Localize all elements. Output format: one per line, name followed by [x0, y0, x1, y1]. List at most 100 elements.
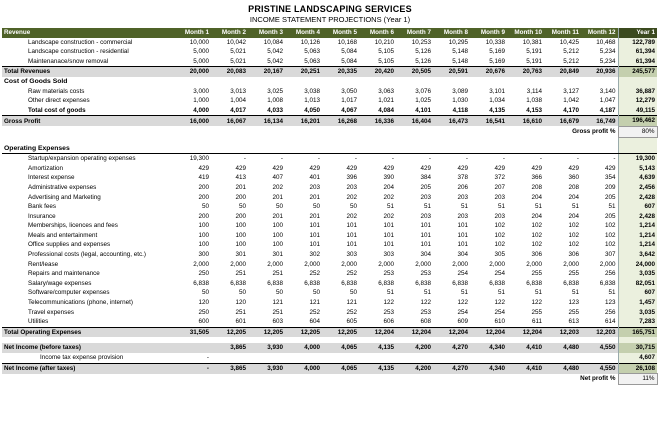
month-value: 120: [198, 299, 209, 307]
row-label: Salary/wage expenses: [28, 279, 92, 287]
row-label: Memberships, licences and fees: [28, 222, 118, 230]
month-value: 303: [383, 251, 394, 259]
table-row: Net Income (before taxes) 3,865 3,930 4,000…: [2, 343, 657, 353]
month-value: [544, 143, 581, 155]
month-value: 122: [531, 299, 542, 307]
month-value: 3,013: [230, 87, 246, 95]
month-value: 5,169: [489, 57, 505, 65]
month-value: [544, 353, 581, 363]
table-row: Gross Profit 16,000 16,067 16,134 16,201 16,2…: [2, 115, 657, 127]
year-total: 122,789: [617, 37, 657, 48]
month-value: 429: [420, 164, 431, 172]
row-label: Cost of Goods Sold: [4, 77, 68, 85]
month-value: 2,000: [526, 260, 542, 268]
month-value: 204: [531, 212, 542, 220]
row-label: Income tax expense provision: [40, 354, 124, 361]
spacer-cell: [2, 126, 544, 137]
row-label: Insurance: [28, 212, 56, 220]
row-label: Net Income (after taxes): [2, 362, 174, 374]
month-value: -: [354, 155, 357, 163]
month-value: 429: [457, 164, 468, 172]
month-value: 1,042: [563, 97, 579, 105]
month-value: [433, 143, 470, 155]
month-value: 207: [494, 183, 505, 191]
month-value: 100: [272, 241, 283, 249]
month-value: 4,200: [396, 362, 433, 374]
table-row: Maintenanace/snow removal 5,000 5,021 5,042…: [2, 56, 657, 67]
month-value: 3,114: [526, 87, 542, 95]
month-value: 253: [420, 270, 431, 278]
month-value: 306: [568, 251, 579, 259]
month-value: 254: [457, 308, 468, 316]
year-total: 61,394: [617, 47, 657, 57]
table-row: Memberships, licences and fees 100 100 100 1…: [2, 221, 657, 231]
year-total: [617, 137, 657, 144]
month-value: 51: [460, 203, 468, 211]
table-row: Landscape construction - residential 5,00…: [2, 47, 657, 57]
month-value: 101: [420, 222, 431, 230]
month-value: 250: [198, 270, 209, 278]
month-value: 1,021: [378, 97, 394, 105]
month-value: 4,270: [433, 343, 470, 353]
month-value: 20,763: [507, 66, 544, 77]
month-value: 4,410: [507, 343, 544, 353]
month-value: 101: [383, 222, 394, 230]
month-value: [581, 77, 618, 87]
year-total: 4,639: [617, 173, 657, 183]
month-value: 5,042: [267, 57, 283, 65]
table-row: Administrative expenses 200 201 202 203 203 20…: [2, 182, 657, 193]
month-value: [359, 77, 396, 87]
month-value: 3,050: [341, 87, 357, 95]
row-label: Total cost of goods: [28, 106, 86, 114]
year-total: 30,715: [617, 343, 657, 353]
month-header: Month 1: [174, 28, 211, 38]
table-row: Bank fees 50 50 50 50 50 51 51 51 51 51 51 51 607: [2, 202, 657, 212]
year-total: 3,035: [617, 269, 657, 279]
month-value: 50: [238, 203, 246, 211]
row-label: Telecommunications (phone, internet): [28, 299, 134, 307]
month-value: 20,251: [285, 66, 322, 77]
month-value: 122: [494, 299, 505, 307]
month-value: 301: [235, 251, 246, 259]
month-value: 601: [235, 318, 246, 326]
month-value: [581, 353, 618, 363]
month-value: 102: [604, 222, 616, 230]
month-value: 203: [420, 193, 431, 201]
month-value: 16,473: [433, 115, 470, 127]
month-value: 4,000: [285, 362, 322, 374]
month-value: 4,067: [341, 106, 357, 114]
month-value: 16,067: [211, 115, 248, 127]
month-value: 2,000: [193, 260, 209, 268]
month-value: 5,126: [415, 57, 431, 65]
month-value: 5,021: [230, 57, 246, 65]
month-value: 3,865: [211, 362, 248, 374]
month-value: 354: [604, 174, 616, 182]
month-value: 102: [568, 222, 579, 230]
month-value: 305: [494, 251, 505, 259]
month-value: 101: [309, 222, 320, 230]
month-value: 429: [309, 164, 320, 172]
month-value: 1,025: [415, 97, 431, 105]
month-value: 250: [198, 308, 209, 316]
month-value: [507, 143, 544, 155]
month-value: 102: [531, 222, 542, 230]
month-value: 206: [457, 183, 468, 191]
month-value: 5,234: [599, 57, 616, 65]
month-value: 16,404: [396, 115, 433, 127]
table-row: Insurance 200 200 201 201 202 202 203 203 203 204 2…: [2, 211, 657, 222]
month-value: 306: [531, 251, 542, 259]
month-value: 203: [309, 183, 320, 191]
month-value: 2,000: [304, 260, 320, 268]
month-value: 204: [531, 193, 542, 201]
month-value: 202: [272, 183, 283, 191]
month-value: 429: [568, 164, 579, 172]
month-value: 16,679: [544, 115, 581, 127]
month-value: 101: [346, 222, 357, 230]
month-value: 51: [497, 203, 505, 211]
month-value: 6,838: [563, 279, 579, 287]
month-value: 20,083: [211, 66, 248, 77]
month-value: 4,410: [507, 362, 544, 374]
month-header: Month 10: [507, 28, 544, 38]
month-value: 614: [604, 318, 616, 326]
month-value: 378: [457, 174, 468, 182]
